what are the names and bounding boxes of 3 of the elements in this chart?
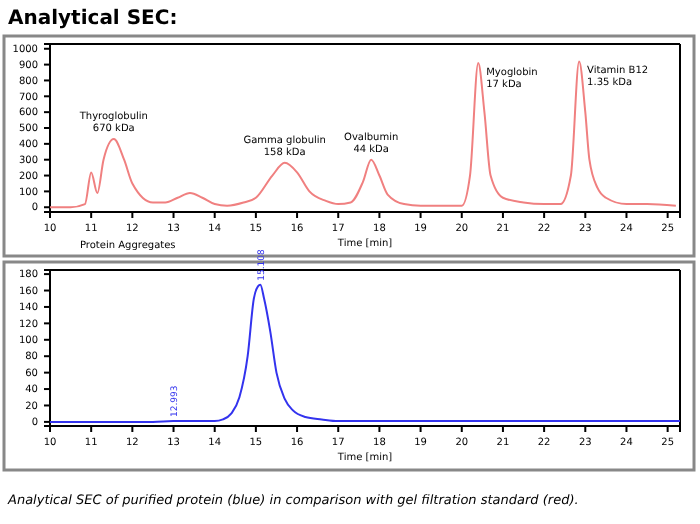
line-series (49, 283, 681, 423)
chart-title: Analytical SEC: (8, 8, 178, 30)
line-series (49, 60, 677, 209)
